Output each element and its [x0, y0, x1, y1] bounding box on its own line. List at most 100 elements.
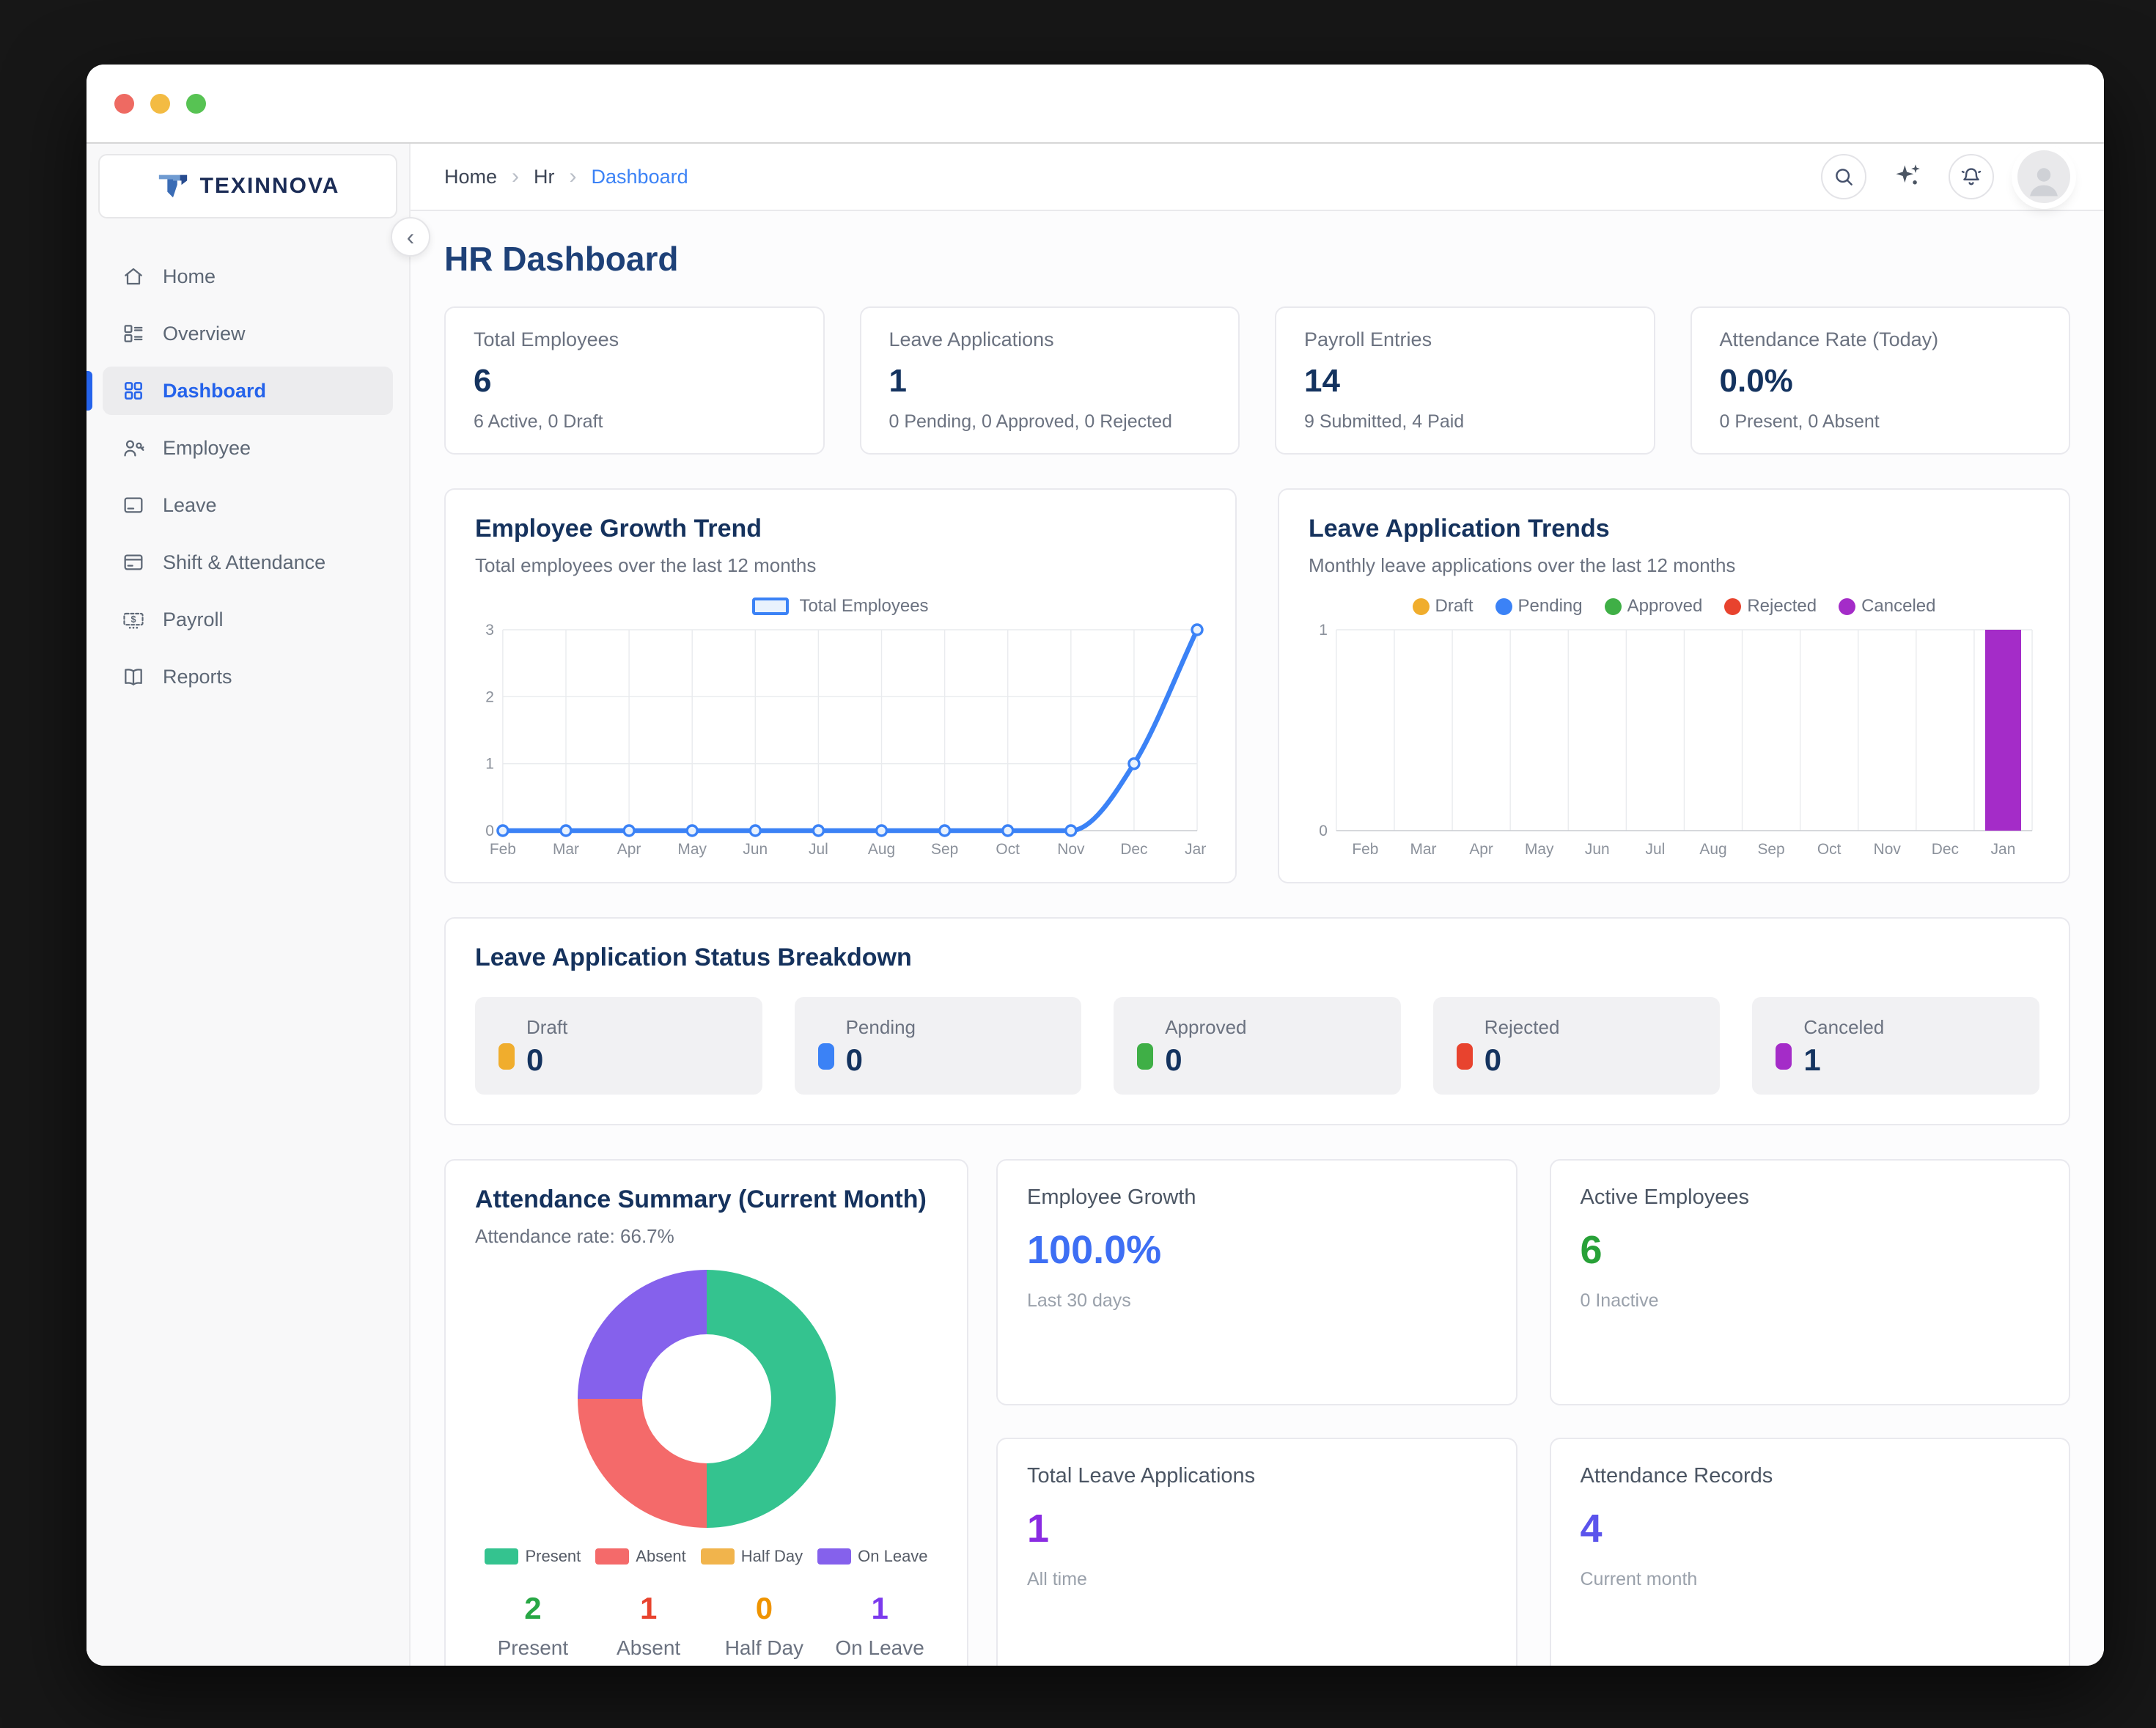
- svg-text:Dec: Dec: [1932, 841, 1959, 858]
- sidebar-item-shift-attendance[interactable]: Shift & Attendance: [103, 538, 393, 587]
- attendance-stat-on-leave: 1 On Leave: [822, 1591, 938, 1660]
- sidebar-item-reports[interactable]: Reports: [103, 652, 393, 701]
- legend-label: Half Day: [740, 1547, 803, 1565]
- chevron-right-icon: ›: [512, 164, 520, 188]
- sidebar-item-dashboard[interactable]: Dashboard: [87, 367, 393, 415]
- notifications-button[interactable]: [1949, 154, 1994, 199]
- user-avatar[interactable]: [2017, 150, 2070, 203]
- legend-marker: [700, 1548, 735, 1565]
- svg-text:Jul: Jul: [809, 841, 828, 858]
- donut-legend: Present Absent Half Day On Leave: [475, 1547, 938, 1566]
- svg-text:1: 1: [1319, 622, 1328, 639]
- stat-card-leave-applications: Leave Applications 1 0 Pending, 0 Approv…: [859, 306, 1240, 455]
- attendance-summary-card: Attendance Summary (Current Month) Atten…: [444, 1159, 968, 1666]
- donut-hole: [641, 1334, 771, 1463]
- chart-title: Leave Application Trends: [1309, 515, 1610, 543]
- attendance-stat-absent: 1 Absent: [591, 1591, 707, 1660]
- legend-marker: [485, 1548, 519, 1565]
- stat-subtext: 0 Pending, 0 Approved, 0 Rejected: [888, 411, 1172, 432]
- metric-card-total-leave-applications: Total Leave Applications 1 All time: [996, 1437, 1517, 1666]
- breadcrumb-home[interactable]: Home: [444, 165, 498, 188]
- search-button[interactable]: [1821, 154, 1866, 199]
- sidebar: TEXINNOVA Home Overview Dashboard: [87, 144, 411, 1666]
- stat-value: 0.0%: [1719, 363, 1793, 399]
- status-value: 1: [1803, 1043, 1821, 1077]
- metric-title: Employee Growth: [1027, 1185, 1196, 1209]
- reports-icon: [125, 669, 142, 685]
- close-window-button[interactable]: [114, 93, 134, 114]
- legend-label: Approved: [1627, 596, 1703, 616]
- metric-cards-grid: Employee Growth 100.0% Last 30 days Acti…: [996, 1159, 2070, 1666]
- status-color-marker: [1456, 1043, 1473, 1070]
- leave-application-trends-card: Leave Application Trends Monthly leave a…: [1278, 488, 2070, 883]
- metric-value: 6: [1580, 1228, 1603, 1272]
- svg-text:Feb: Feb: [1352, 841, 1378, 858]
- leave-status-breakdown-card: Leave Application Status Breakdown Draft…: [444, 917, 2070, 1125]
- status-tile-canceled: Canceled 1: [1752, 997, 2039, 1095]
- stat-card-attendance-rate: Attendance Rate (Today) 0.0% 0 Present, …: [1690, 306, 2070, 455]
- app-window: TEXINNOVA Home Overview Dashboard: [87, 65, 2104, 1666]
- sidebar-item-label: Employee: [163, 436, 251, 459]
- stat-value: 14: [1304, 363, 1340, 399]
- texinnova-logo-icon: [158, 174, 187, 198]
- breadcrumb-hr[interactable]: Hr: [534, 165, 555, 188]
- active-indicator: [87, 371, 92, 411]
- status-tiles: Draft 0 Pending 0 Approved: [475, 997, 2039, 1095]
- svg-text:May: May: [677, 841, 707, 858]
- stat-value: 1: [639, 1591, 658, 1625]
- status-label: Draft: [526, 1016, 568, 1038]
- section-title: Leave Application Status Breakdown: [475, 944, 912, 971]
- sidebar-collapse-button[interactable]: ‹: [391, 217, 430, 257]
- home-icon: [125, 268, 142, 285]
- sidebar-item-leave[interactable]: Leave: [103, 481, 393, 529]
- app-body: TEXINNOVA Home Overview Dashboard: [87, 144, 2104, 1666]
- attendance-stat-present: 2 Present: [475, 1591, 591, 1660]
- employee-growth-trend-card: Employee Growth Trend Total employees ov…: [444, 488, 1237, 883]
- svg-text:Apr: Apr: [1469, 841, 1493, 858]
- metric-card-active-employees: Active Employees 6 0 Inactive: [1549, 1159, 2070, 1405]
- stat-value: 0: [755, 1591, 773, 1625]
- svg-text:Jan: Jan: [1185, 841, 1206, 858]
- legend-marker: [817, 1548, 852, 1565]
- svg-text:Sep: Sep: [1757, 841, 1784, 858]
- breadcrumb-dashboard[interactable]: Dashboard: [591, 165, 688, 188]
- metric-subtext: All time: [1027, 1568, 1087, 1589]
- metric-subtext: Last 30 days: [1027, 1290, 1131, 1311]
- ai-assistant-button[interactable]: [1890, 159, 1925, 194]
- line-chart-svg: 0 1 2 3 Feb Mar Apr May Jun Jul Aug Sep Oct Nov Dec Jan: [485, 622, 1206, 858]
- svg-text:1: 1: [485, 756, 494, 773]
- sidebar-item-home[interactable]: Home: [103, 252, 393, 301]
- legend-marker: [1604, 598, 1622, 615]
- employee-icon: [124, 440, 144, 457]
- metric-subtext: 0 Inactive: [1580, 1290, 1659, 1311]
- breadcrumb: Home › Hr › Dashboard: [444, 164, 688, 189]
- svg-text:Apr: Apr: [617, 841, 641, 858]
- metric-title: Attendance Records: [1580, 1463, 1773, 1488]
- logo[interactable]: TEXINNOVA: [98, 154, 397, 218]
- minimize-window-button[interactable]: [150, 93, 170, 114]
- stat-value: 1: [871, 1591, 888, 1625]
- sidebar-item-employee[interactable]: Employee: [103, 424, 393, 472]
- stat-value: 1: [888, 363, 907, 399]
- svg-text:Jun: Jun: [743, 841, 768, 858]
- stat-value: 2: [524, 1591, 542, 1625]
- page-content: HR Dashboard Total Employees 6 6 Active,…: [411, 211, 2104, 1666]
- stat-subtext: 0 Present, 0 Absent: [1719, 411, 1880, 432]
- logo-text: TEXINNOVA: [199, 174, 340, 198]
- stat-label: On Leave: [835, 1636, 924, 1659]
- status-color-marker: [1776, 1043, 1792, 1070]
- status-tile-pending: Pending 0: [794, 997, 1082, 1095]
- legend-marker: [1839, 598, 1856, 615]
- status-value: 0: [526, 1043, 544, 1077]
- metric-title: Active Employees: [1580, 1185, 1750, 1209]
- window-titlebar: [87, 65, 2104, 144]
- legend-marker: [1724, 598, 1742, 615]
- sidebar-item-overview[interactable]: Overview: [103, 309, 393, 358]
- metric-card-attendance-records: Attendance Records 4 Current month: [1549, 1437, 2070, 1666]
- stat-label: Payroll Entries: [1304, 328, 1432, 350]
- metric-title: Total Leave Applications: [1027, 1463, 1256, 1488]
- maximize-window-button[interactable]: [186, 93, 206, 114]
- sidebar-nav: Home Overview Dashboard Employee: [87, 252, 397, 701]
- sidebar-item-payroll[interactable]: $ Payroll: [103, 595, 393, 644]
- sidebar-item-label: Payroll: [163, 608, 224, 630]
